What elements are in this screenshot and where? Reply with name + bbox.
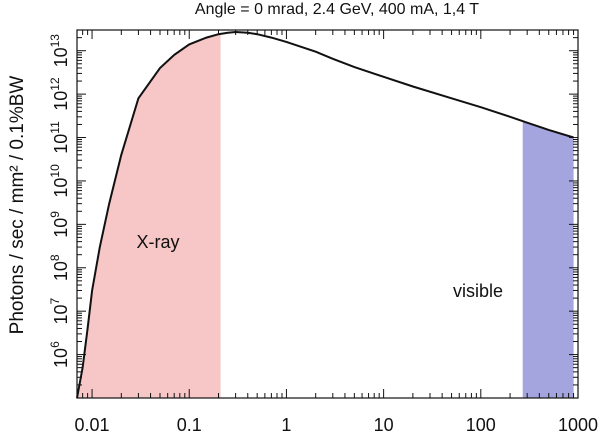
flux-curve — [76, 30, 574, 399]
chart-title: Angle = 0 mrad, 2.4 GeV, 400 mA, 1,4 T — [195, 1, 479, 18]
region-label-xray: X-ray — [136, 232, 179, 252]
y-tick-label: 1012 — [48, 77, 71, 111]
y-tick-exponent: 6 — [48, 341, 62, 348]
y-tick-text: 107 — [48, 298, 71, 325]
y-tick-text: 106 — [48, 341, 71, 368]
plot-frame — [76, 29, 579, 399]
y-tick-exponent: 12 — [48, 77, 62, 91]
region-fill-xray — [77, 33, 221, 399]
y-tick-label: 1013 — [48, 34, 71, 68]
y-tick-exponent: 8 — [48, 254, 62, 261]
y-tick-text: 1012 — [48, 77, 71, 111]
y-tick-base: 10 — [51, 218, 71, 238]
y-tick-text: 1013 — [48, 34, 71, 68]
y-tick-base: 10 — [51, 91, 71, 111]
y-tick-text: 109 — [48, 211, 71, 238]
x-tick-label: 1 — [281, 415, 291, 435]
y-tick-exponent: 9 — [48, 211, 62, 218]
y-tick-label: 1010 — [48, 164, 71, 198]
y-tick-base: 10 — [51, 47, 71, 67]
axis-ticks — [76, 29, 578, 399]
y-tick-text: 108 — [48, 254, 71, 281]
y-tick-base: 10 — [51, 305, 71, 325]
plot-area — [76, 30, 574, 399]
x-tick-label: 1000 — [558, 415, 598, 435]
region-fill-visible — [522, 121, 574, 398]
y-tick-base: 10 — [51, 348, 71, 368]
y-tick-label: 109 — [48, 211, 71, 238]
y-tick-exponent: 10 — [48, 164, 62, 178]
axis-tick-labels: 0.01 0.1 1 10 100 100010610710810910101011101… — [48, 34, 598, 435]
y-tick-exponent: 13 — [48, 34, 62, 48]
y-tick-base: 10 — [51, 261, 71, 281]
x-tick-label: 0.1 — [177, 415, 202, 435]
y-tick-label: 1011 — [48, 121, 71, 154]
y-tick-label: 107 — [48, 298, 71, 325]
x-tick-label: 100 — [466, 415, 496, 435]
y-tick-exponent: 11 — [48, 121, 62, 134]
y-tick-text: 1010 — [48, 164, 71, 198]
x-tick-label: 0.01 — [75, 415, 110, 435]
y-tick-base: 10 — [51, 178, 71, 198]
y-tick-exponent: 7 — [48, 298, 62, 305]
y-tick-base: 10 — [51, 134, 71, 154]
x-tick-label: 10 — [374, 415, 394, 435]
y-tick-label: 106 — [48, 341, 71, 368]
y-axis-label: Photons / sec / mm² / 0.1%BW — [7, 76, 28, 335]
y-tick-label: 108 — [48, 254, 71, 281]
y-tick-text: 1011 — [48, 121, 71, 154]
region-label-visible: visible — [453, 281, 503, 301]
